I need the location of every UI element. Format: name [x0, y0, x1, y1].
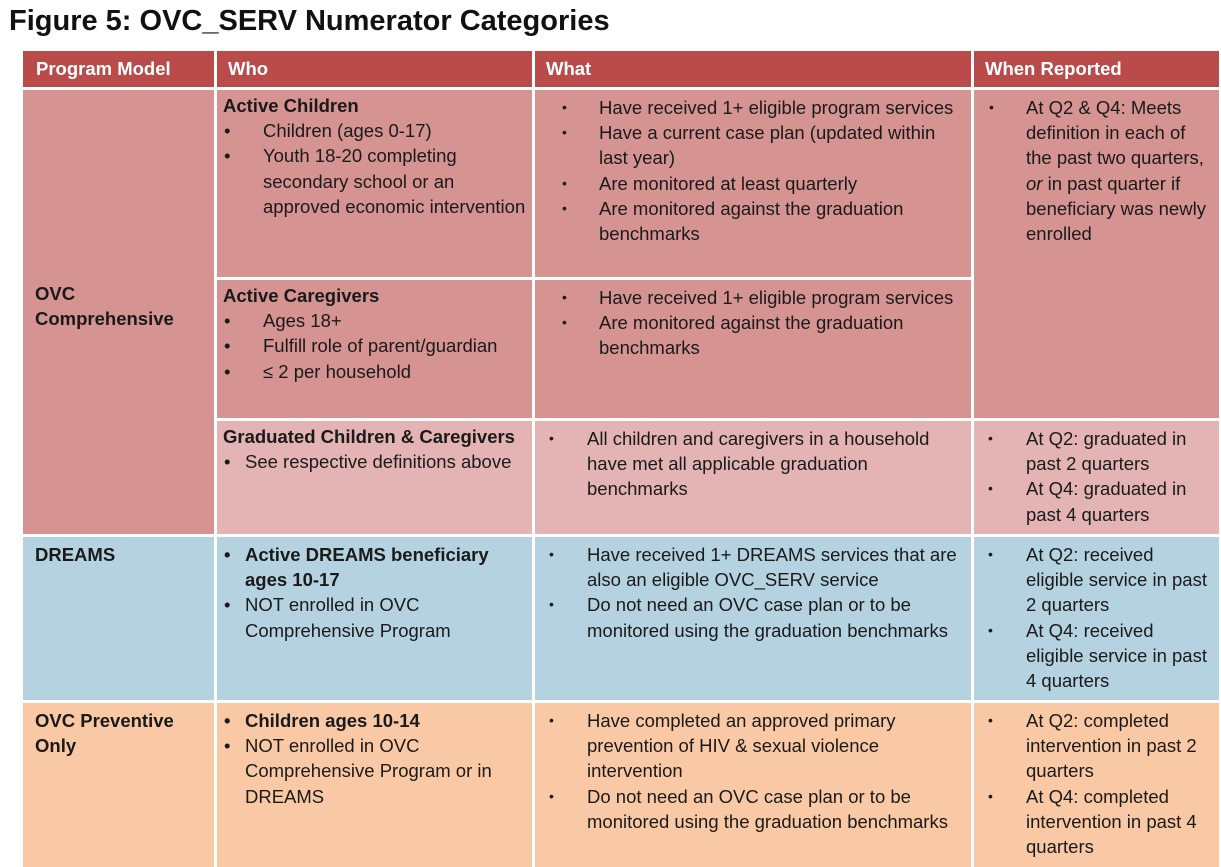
- list-item: • Children (ages 0-17): [223, 118, 526, 143]
- list-item: • ≤ 2 per household: [223, 359, 526, 384]
- when-graduated: • At Q2: graduated in past 2 quarters • At…: [974, 421, 1219, 534]
- what-graduated: • All children and caregivers in a househ…: [535, 421, 971, 534]
- bullet-icon: •: [224, 145, 231, 167]
- what-list: • All children and caregivers in a househ…: [541, 426, 965, 502]
- bullet-icon: •: [988, 546, 993, 562]
- when-list: • At Q2 & Q4: Meets definition in each of…: [980, 95, 1213, 246]
- model-label: OVC Preventive Only: [35, 710, 174, 757]
- bullet-icon: •: [988, 712, 993, 728]
- numerator-categories-table: Program Model Who What When Reported OVC…: [23, 51, 1219, 867]
- bullet-icon: •: [549, 712, 554, 728]
- subheading-active-children: Active Children: [223, 95, 359, 116]
- list-item: • Do not need an OVC case plan or to be m…: [549, 594, 948, 641]
- list-item: • Have received 1+ eligible program servi…: [541, 285, 965, 310]
- list-item: • At Q2: received eligible service in pas…: [988, 544, 1207, 616]
- list-item: • Active DREAMS beneficiary ages 10-17: [224, 544, 489, 591]
- who-list: • Ages 18+ • Fulfill role of parent/guardi…: [223, 308, 526, 384]
- who-graduated: Graduated Children & Caregivers • See res…: [217, 421, 532, 534]
- header-who: Who: [217, 51, 532, 87]
- when-list: • At Q2: received eligible service in pas…: [980, 542, 1213, 693]
- list-item: • At Q4: completed intervention in past 4…: [988, 785, 1197, 858]
- what-dreams: • Have received 1+ DREAMS services that a…: [535, 537, 971, 700]
- bullet-icon: •: [224, 710, 231, 731]
- list-item: • Have completed an approved primary prev…: [549, 710, 896, 782]
- bullet-icon: •: [988, 430, 993, 446]
- when-preventive: • At Q2: completed intervention in past 2…: [974, 703, 1219, 867]
- who-preventive: • Children ages 10-14 • NOT enrolled in OV…: [217, 703, 532, 867]
- bullet-icon: •: [224, 544, 231, 565]
- subheading-active-caregivers: Active Caregivers: [223, 285, 380, 306]
- model-dreams: DREAMS: [23, 537, 214, 700]
- what-list: • Have received 1+ DREAMS services that a…: [541, 542, 965, 643]
- who-list: • See respective definitions above: [223, 449, 526, 474]
- list-item: • Have received 1+ DREAMS services that a…: [549, 544, 957, 591]
- bullet-icon: •: [224, 451, 231, 473]
- model-label: OVC Comprehensive: [35, 282, 174, 329]
- model-label: DREAMS: [35, 544, 116, 565]
- list-item: • Youth 18-20 completing secondary school…: [224, 145, 526, 217]
- bullet-icon: •: [224, 335, 231, 357]
- bullet-icon: •: [224, 594, 231, 616]
- who-list: • Children ages 10-14 • NOT enrolled in OV…: [223, 708, 526, 809]
- list-item: • NOT enrolled in OVC Comprehensive Progr…: [224, 735, 492, 807]
- list-item: • Do not need an OVC case plan or to be m…: [549, 785, 948, 832]
- header-when-reported: When Reported: [974, 51, 1219, 87]
- when-list: • At Q2: completed intervention in past 2…: [980, 708, 1213, 859]
- list-item: • At Q2 & Q4: Meets definition in each of…: [989, 97, 1206, 245]
- what-preventive: • Have completed an approved primary prev…: [535, 703, 971, 867]
- list-item: • Children ages 10-14: [223, 708, 526, 733]
- list-item: • At Q2: completed intervention in past 2…: [988, 710, 1197, 782]
- bullet-icon: •: [549, 787, 554, 804]
- who-active-caregivers: Active Caregivers • Ages 18+ • Fulfill rol…: [217, 280, 532, 418]
- list-item: • All children and caregivers in a househ…: [549, 428, 930, 500]
- bullet-icon: •: [549, 546, 554, 562]
- header-what: What: [535, 51, 971, 87]
- what-list: • Have completed an approved primary prev…: [541, 708, 965, 834]
- list-item: • At Q4: graduated in past 4 quarters: [988, 478, 1187, 525]
- when-list: • At Q2: graduated in past 2 quarters • At…: [980, 426, 1213, 527]
- bullet-icon: •: [224, 735, 231, 757]
- when-dreams: • At Q2: received eligible service in pas…: [974, 537, 1219, 700]
- list-item: • Ages 18+: [223, 308, 526, 333]
- list-item: • Are monitored at least quarterly: [541, 171, 965, 196]
- who-active-children: Active Children • Children (ages 0-17) • Y…: [217, 90, 532, 277]
- who-list: • Active DREAMS beneficiary ages 10-17 • N…: [223, 542, 526, 643]
- when-active: • At Q2 & Q4: Meets definition in each of…: [974, 90, 1219, 418]
- list-item: • Are monitored against the graduation be…: [562, 197, 904, 245]
- list-item: • Fulfill role of parent/guardian: [223, 333, 526, 358]
- bullet-icon: •: [562, 174, 567, 191]
- bullet-icon: •: [988, 480, 993, 497]
- list-item: • Are monitored against the graduation be…: [562, 312, 904, 359]
- list-item: • See respective definitions above: [223, 449, 526, 474]
- bullet-icon: •: [549, 596, 554, 613]
- bullet-icon: •: [224, 120, 231, 142]
- what-active-children: • Have received 1+ eligible program servi…: [535, 90, 971, 277]
- subheading-graduated: Graduated Children & Caregivers: [223, 426, 515, 447]
- bullet-icon: •: [562, 124, 567, 141]
- list-item: • At Q4: received eligible service in pas…: [988, 619, 1207, 692]
- what-list: • Have received 1+ eligible program servi…: [541, 95, 965, 246]
- model-ovc-preventive: OVC Preventive Only: [23, 703, 214, 867]
- bullet-icon: •: [224, 360, 231, 382]
- bullet-icon: •: [988, 621, 993, 638]
- who-dreams: • Active DREAMS beneficiary ages 10-17 • N…: [217, 537, 532, 700]
- bullet-icon: •: [549, 430, 554, 446]
- header-program-model: Program Model: [23, 51, 214, 87]
- figure-title: Figure 5: OVC_SERV Numerator Categories: [9, 5, 610, 37]
- bullet-icon: •: [562, 289, 567, 305]
- bullet-icon: •: [224, 310, 231, 332]
- bullet-icon: •: [562, 199, 567, 216]
- bullet-icon: •: [562, 99, 567, 115]
- who-list: • Children (ages 0-17) • Youth 18-20 compl…: [223, 118, 526, 219]
- list-item: • Have received 1+ eligible program servi…: [541, 95, 965, 120]
- bullet-icon: •: [989, 99, 994, 115]
- model-ovc-comprehensive: OVC Comprehensive: [23, 90, 214, 534]
- list-item: • At Q2: graduated in past 2 quarters: [988, 428, 1187, 475]
- what-active-caregivers: • Have received 1+ eligible program servi…: [535, 280, 971, 418]
- list-item: • NOT enrolled in OVC Comprehensive Progr…: [224, 594, 451, 641]
- what-list: • Have received 1+ eligible program servi…: [541, 285, 965, 361]
- bullet-icon: •: [562, 314, 567, 331]
- list-item: • Have a current case plan (updated withi…: [562, 122, 936, 169]
- bullet-icon: •: [988, 787, 993, 804]
